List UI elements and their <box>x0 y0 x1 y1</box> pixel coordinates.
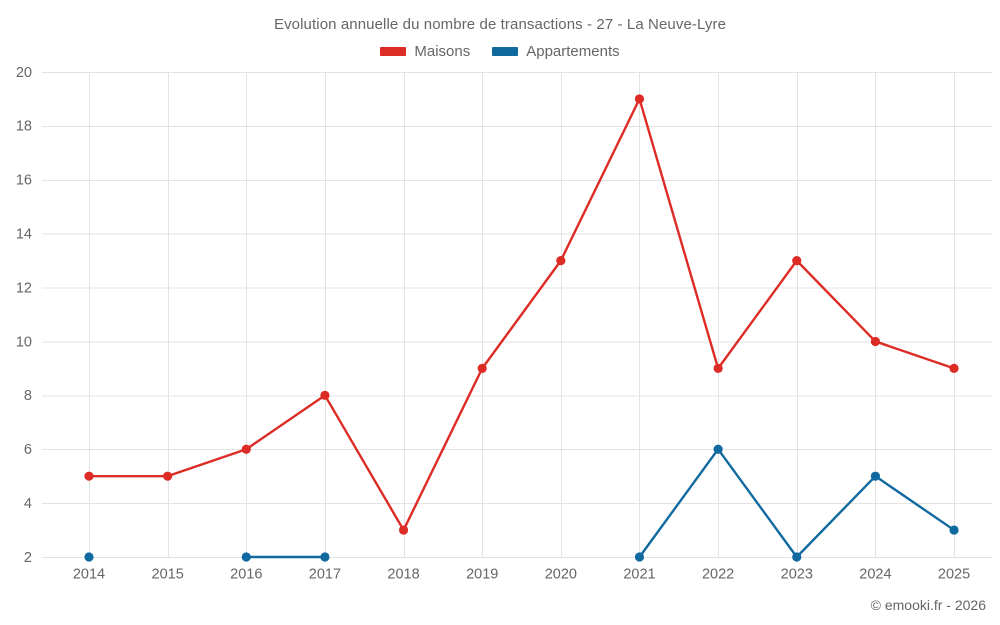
series-maisons <box>84 94 959 535</box>
legend-item-appartements[interactable]: Appartements <box>492 43 620 60</box>
data-point-appartements-2023[interactable] <box>792 552 802 562</box>
data-point-appartements-2021[interactable] <box>634 552 645 562</box>
x-axis-tick-label: 2017 <box>309 567 341 583</box>
y-axis-tick-label: 8 <box>24 388 32 404</box>
data-point-maisons-2014[interactable] <box>84 471 94 481</box>
legend-label-appartements: Appartements <box>526 43 620 60</box>
series-line-maisons <box>87 97 956 532</box>
x-axis-tick-label: 2021 <box>623 567 655 583</box>
y-axis-tick-label: 16 <box>16 173 32 189</box>
x-axis-tick-label: 2018 <box>387 567 419 583</box>
data-point-maisons-2018[interactable] <box>398 525 409 535</box>
series-appartements <box>84 444 959 562</box>
data-point-appartements-2016[interactable] <box>241 552 251 562</box>
data-point-maisons-2023[interactable] <box>792 256 802 266</box>
x-axis-tick-label: 2019 <box>466 567 498 583</box>
y-axis-tick-label: 4 <box>24 496 32 512</box>
data-point-appartements-2022[interactable] <box>713 444 723 454</box>
data-point-maisons-2025[interactable] <box>949 363 959 373</box>
x-axis-tick-label: 2022 <box>702 567 734 583</box>
data-point-appartements-2014[interactable] <box>84 552 94 562</box>
y-axis-tick-label: 12 <box>16 280 32 296</box>
data-point-maisons-2022[interactable] <box>713 363 723 373</box>
y-axis-tick-label: 2 <box>24 550 32 566</box>
x-axis-tick-label: 2023 <box>781 567 813 583</box>
data-point-maisons-2015[interactable] <box>163 471 173 481</box>
legend-swatch-appartements <box>492 47 519 56</box>
y-axis-tick-label: 18 <box>16 119 32 135</box>
x-axis-tick-label: 2020 <box>545 567 577 583</box>
data-point-maisons-2024[interactable] <box>870 336 881 347</box>
x-axis-tick-label: 2024 <box>859 567 891 583</box>
data-point-maisons-2020[interactable] <box>556 256 566 266</box>
data-point-appartements-2025[interactable] <box>949 525 959 535</box>
x-axis-tick-label: 2025 <box>938 567 970 583</box>
legend-swatch-maisons <box>380 47 407 56</box>
y-axis-labels: 2 4 6 8 10 12 14 16 18 20 <box>16 65 32 566</box>
chart-legend: Maisons Appartements <box>0 44 1000 59</box>
data-point-maisons-2019[interactable] <box>477 363 487 373</box>
x-axis-tick-label: 2016 <box>230 567 262 583</box>
legend-item-maisons[interactable]: Maisons <box>380 44 470 59</box>
x-axis-tick-label: 2014 <box>73 567 105 583</box>
y-axis-tick-label: 10 <box>16 334 32 350</box>
chart-title: Evolution annuelle du nombre de transact… <box>273 16 727 33</box>
x-axis-tick-label: 2015 <box>152 567 184 583</box>
data-point-maisons-2021[interactable] <box>634 94 645 104</box>
x-axis-labels: 2014 2015 2016 2017 2018 2019 2020 2021 2022 2023… <box>73 567 970 583</box>
data-point-appartements-2024[interactable] <box>870 471 881 481</box>
copyright-credit: © emooki.fr - 2026 <box>870 597 986 613</box>
y-axis-tick-label: 6 <box>24 442 32 458</box>
y-axis-tick-label: 20 <box>16 65 32 81</box>
series-line-appartements <box>638 448 956 559</box>
data-point-maisons-2017[interactable] <box>320 390 330 400</box>
legend-label-maisons: Maisons <box>414 43 471 60</box>
y-axis-tick-label: 14 <box>16 226 32 242</box>
data-point-appartements-2017[interactable] <box>320 552 330 562</box>
data-point-maisons-2016[interactable] <box>241 444 251 454</box>
